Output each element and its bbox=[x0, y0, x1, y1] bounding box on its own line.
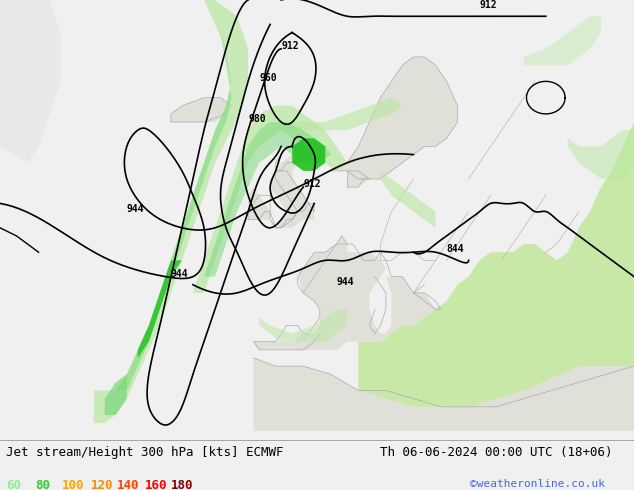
Polygon shape bbox=[116, 16, 231, 391]
Text: ©weatheronline.co.uk: ©weatheronline.co.uk bbox=[470, 479, 605, 490]
Text: 912: 912 bbox=[303, 179, 321, 189]
Polygon shape bbox=[105, 374, 127, 415]
Polygon shape bbox=[248, 187, 270, 220]
Polygon shape bbox=[358, 0, 634, 431]
Text: 180: 180 bbox=[171, 479, 193, 490]
Text: 944: 944 bbox=[171, 269, 188, 279]
Polygon shape bbox=[254, 358, 634, 431]
Polygon shape bbox=[94, 0, 248, 423]
Text: 912: 912 bbox=[480, 0, 497, 10]
Text: 944: 944 bbox=[127, 203, 145, 214]
Polygon shape bbox=[0, 0, 61, 163]
Text: Th 06-06-2024 00:00 UTC (18+06): Th 06-06-2024 00:00 UTC (18+06) bbox=[380, 446, 613, 459]
Text: 912: 912 bbox=[281, 41, 299, 51]
Text: 80: 80 bbox=[35, 479, 50, 490]
Polygon shape bbox=[254, 236, 436, 350]
Polygon shape bbox=[171, 98, 231, 122]
Polygon shape bbox=[281, 98, 403, 130]
Polygon shape bbox=[193, 106, 347, 293]
Polygon shape bbox=[331, 57, 458, 179]
Text: 944: 944 bbox=[336, 277, 354, 287]
Text: 100: 100 bbox=[62, 479, 84, 490]
Polygon shape bbox=[568, 130, 634, 179]
Text: 120: 120 bbox=[91, 479, 113, 490]
Text: 160: 160 bbox=[145, 479, 167, 490]
Polygon shape bbox=[347, 171, 370, 187]
Polygon shape bbox=[259, 309, 347, 342]
Text: 140: 140 bbox=[117, 479, 139, 490]
Polygon shape bbox=[292, 138, 325, 171]
Text: Jet stream/Height 300 hPa [kts] ECMWF: Jet stream/Height 300 hPa [kts] ECMWF bbox=[6, 446, 284, 459]
Text: 844: 844 bbox=[446, 244, 464, 254]
Text: 960: 960 bbox=[259, 74, 276, 83]
Polygon shape bbox=[138, 260, 182, 358]
Polygon shape bbox=[524, 16, 601, 65]
Text: 980: 980 bbox=[248, 114, 266, 124]
Text: 60: 60 bbox=[6, 479, 22, 490]
Polygon shape bbox=[380, 171, 436, 228]
Polygon shape bbox=[270, 154, 314, 228]
Polygon shape bbox=[204, 122, 331, 277]
